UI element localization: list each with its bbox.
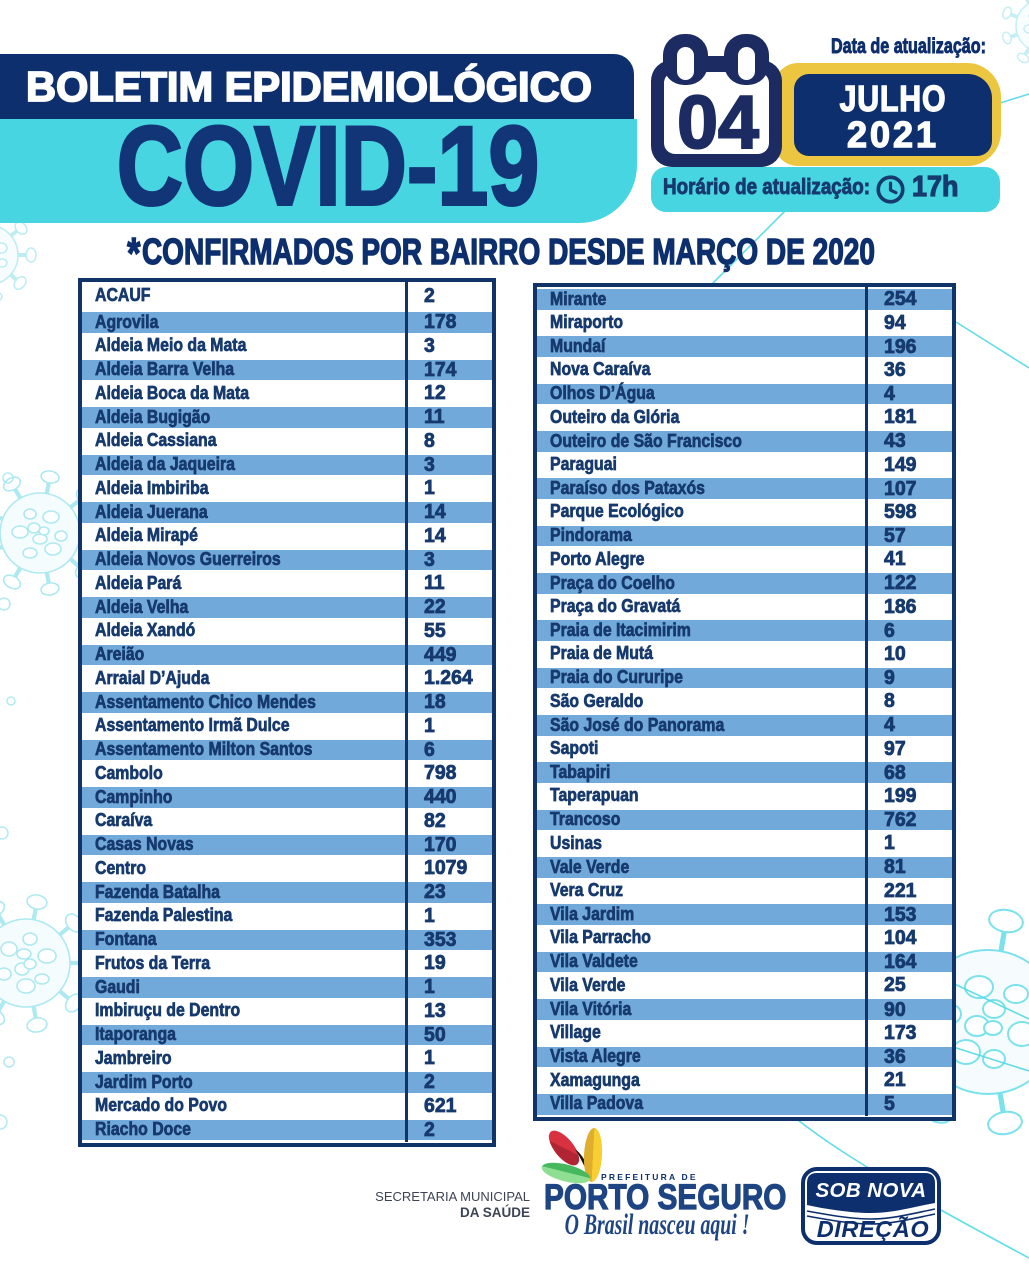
svg-text:SOB NOVA: SOB NOVA xyxy=(815,1179,926,1202)
svg-text:DIREÇÃO: DIREÇÃO xyxy=(817,1215,930,1242)
